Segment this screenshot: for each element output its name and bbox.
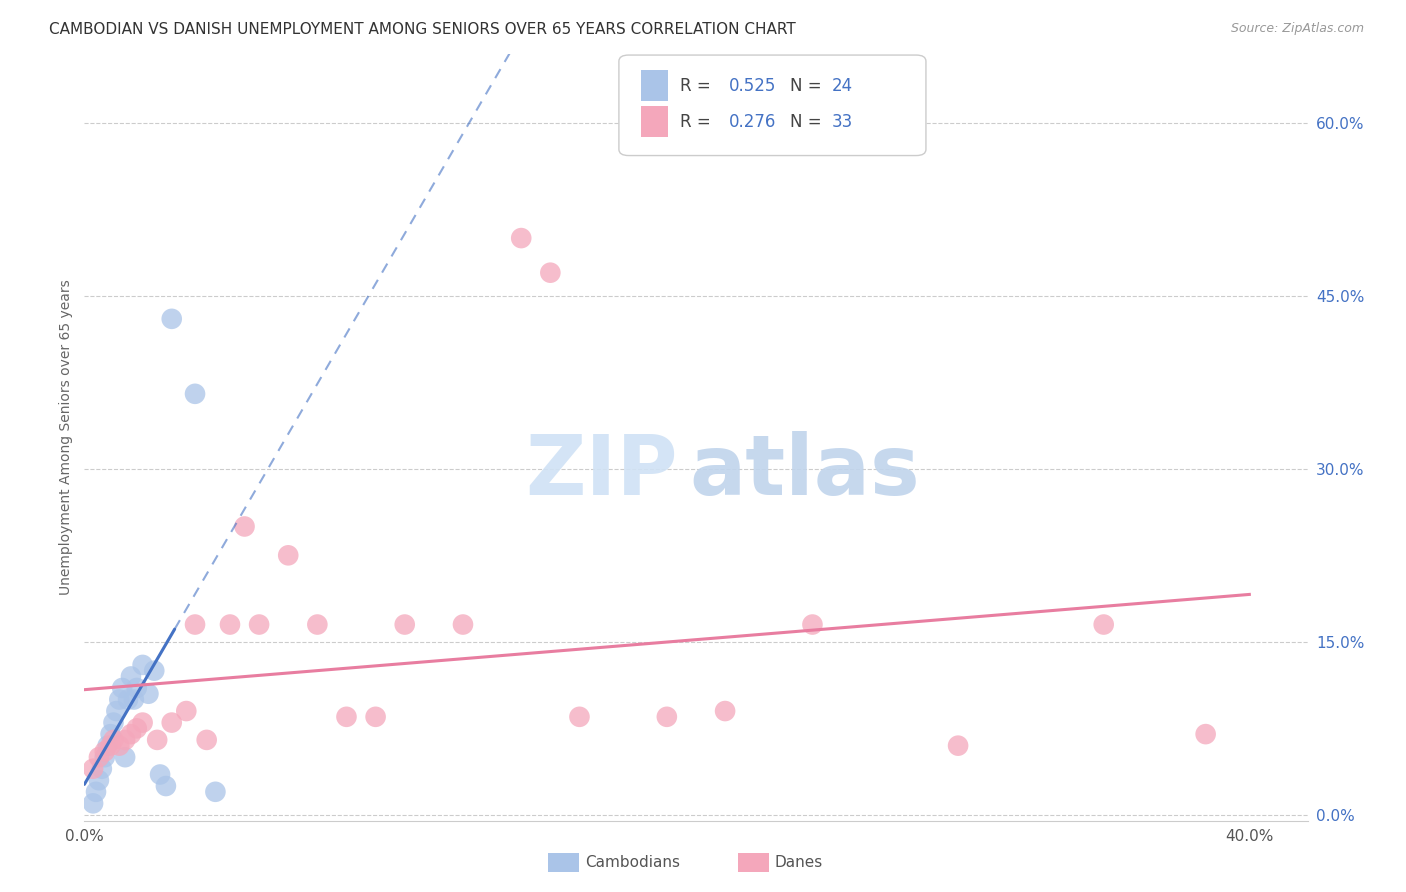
Point	[84, 785, 107, 799]
Point	[160, 311, 183, 326]
Text: CAMBODIAN VS DANISH UNEMPLOYMENT AMONG SENIORS OVER 65 YEARS CORRELATION CHART: CAMBODIAN VS DANISH UNEMPLOYMENT AMONG S…	[49, 22, 796, 37]
FancyBboxPatch shape	[641, 106, 668, 137]
Point	[801, 617, 824, 632]
Point	[105, 704, 128, 718]
Point	[714, 704, 737, 718]
Point	[103, 732, 125, 747]
Point	[451, 617, 474, 632]
Text: R =: R =	[681, 112, 716, 131]
Text: N =: N =	[790, 77, 827, 95]
Point	[364, 710, 387, 724]
Point	[160, 715, 183, 730]
Point	[82, 762, 104, 776]
Point	[82, 797, 104, 811]
Point	[155, 779, 177, 793]
Point	[111, 681, 134, 695]
Point	[195, 732, 218, 747]
Point	[946, 739, 969, 753]
Point	[97, 739, 120, 753]
Point	[120, 727, 142, 741]
Point	[120, 669, 142, 683]
Point	[146, 732, 169, 747]
Point	[335, 710, 357, 724]
Point	[108, 692, 131, 706]
Text: 0.276: 0.276	[728, 112, 776, 131]
Point	[247, 617, 270, 632]
Text: Source: ZipAtlas.com: Source: ZipAtlas.com	[1230, 22, 1364, 36]
Point	[568, 710, 591, 724]
Text: N =: N =	[790, 112, 827, 131]
Point	[114, 732, 136, 747]
Point	[219, 617, 242, 632]
Point	[117, 692, 139, 706]
Text: 24: 24	[832, 77, 853, 95]
Point	[131, 715, 153, 730]
Text: 33: 33	[832, 112, 853, 131]
Y-axis label: Unemployment Among Seniors over 65 years: Unemployment Among Seniors over 65 years	[59, 279, 73, 595]
Point	[131, 657, 153, 672]
Point	[108, 739, 131, 753]
Point	[307, 617, 329, 632]
Point	[184, 617, 207, 632]
Point	[655, 710, 678, 724]
Point	[233, 519, 256, 533]
Text: atlas: atlas	[690, 431, 921, 512]
Point	[122, 692, 145, 706]
Point	[1195, 727, 1218, 741]
Point	[138, 687, 160, 701]
Point	[114, 750, 136, 764]
Point	[277, 549, 299, 563]
Point	[1092, 617, 1115, 632]
Point	[87, 773, 110, 788]
Point	[510, 231, 533, 245]
Text: ZIP: ZIP	[524, 431, 678, 512]
Point	[174, 704, 197, 718]
Text: 0.525: 0.525	[728, 77, 776, 95]
Point	[100, 727, 122, 741]
FancyBboxPatch shape	[641, 70, 668, 101]
Point	[93, 744, 115, 758]
Point	[93, 750, 115, 764]
Point	[143, 664, 166, 678]
Point	[125, 681, 148, 695]
Point	[184, 387, 207, 401]
Point	[90, 762, 112, 776]
Point	[204, 785, 226, 799]
Point	[394, 617, 416, 632]
Point	[103, 715, 125, 730]
FancyBboxPatch shape	[619, 55, 927, 155]
Text: Danes: Danes	[775, 855, 823, 870]
Point	[125, 722, 148, 736]
Point	[149, 767, 172, 781]
Text: R =: R =	[681, 77, 716, 95]
Point	[87, 750, 110, 764]
Point	[100, 739, 122, 753]
Text: Cambodians: Cambodians	[585, 855, 681, 870]
Point	[538, 266, 561, 280]
